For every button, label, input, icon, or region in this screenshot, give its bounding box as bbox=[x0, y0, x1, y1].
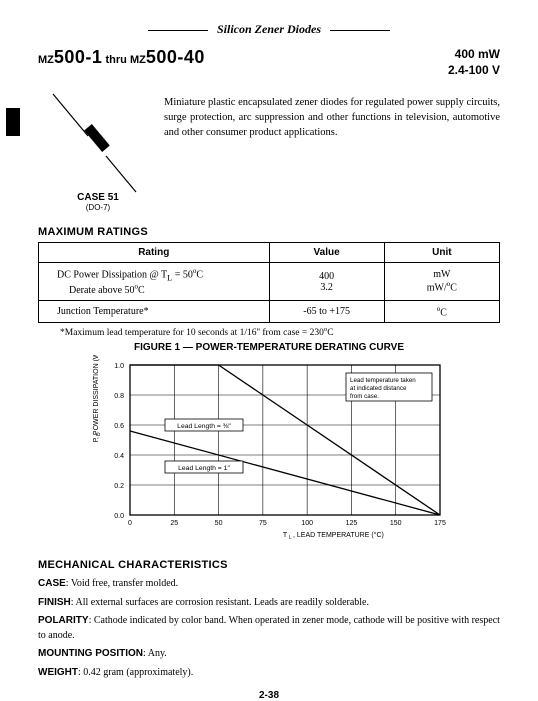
svg-text:T: T bbox=[283, 532, 288, 539]
ratings-footnote: *Maximum lead temperature for 10 seconds… bbox=[38, 326, 500, 338]
case-sublabel: (DO-7) bbox=[38, 203, 158, 212]
mechanical-item: POLARITY: Cathode indicated by color ban… bbox=[38, 614, 500, 643]
svg-text:0.4: 0.4 bbox=[114, 453, 124, 460]
case-outline: CASE 51 (DO-7) bbox=[38, 86, 158, 212]
svg-text:0.6: 0.6 bbox=[114, 423, 124, 430]
svg-text:125: 125 bbox=[346, 520, 358, 527]
mechanical-item: CASE: Void free, transfer molded. bbox=[38, 577, 500, 592]
max-ratings-table: Rating Value Unit DC Power Dissipation @… bbox=[38, 242, 500, 323]
svg-text:, LEAD TEMPERATURE (°C): , LEAD TEMPERATURE (°C) bbox=[293, 531, 384, 539]
header-title: Silicon Zener Diodes bbox=[217, 22, 321, 36]
mechanical-item: MOUNTING POSITION: Any. bbox=[38, 647, 500, 662]
svg-text:at indicated distance: at indicated distance bbox=[350, 385, 407, 392]
table-row: Junction Temperature*-65 to +175oC bbox=[39, 300, 500, 322]
page-number: 2-38 bbox=[38, 690, 500, 701]
derating-chart: 0 25 50 75 100 125 150 175 0.0 0.2 0.4 0.6 0.8 1.0 Lea… bbox=[38, 355, 500, 545]
svg-text:50: 50 bbox=[215, 520, 223, 527]
svg-text:25: 25 bbox=[170, 520, 178, 527]
part-key-specs: 400 mW 2.4-100 V bbox=[448, 47, 500, 78]
svg-text:, POWER DISSIPATION (WATTS): , POWER DISSIPATION (WATTS) bbox=[93, 355, 100, 439]
mechanical-item: FINISH: All external surfaces are corros… bbox=[38, 596, 500, 611]
svg-text:L: L bbox=[289, 535, 292, 541]
case-label: CASE 51 bbox=[38, 192, 158, 203]
svg-text:0.8: 0.8 bbox=[114, 393, 124, 400]
product-description: Miniature plastic encapsulated zener dio… bbox=[158, 86, 500, 212]
svg-text:75: 75 bbox=[259, 520, 267, 527]
svg-text:from case.: from case. bbox=[350, 393, 379, 400]
part-number-row: MZ500-1 thru MZ500-40 400 mW 2.4-100 V bbox=[38, 47, 500, 78]
part-power: 400 mW bbox=[448, 47, 500, 63]
svg-text:0: 0 bbox=[128, 520, 132, 527]
diode-outline-icon bbox=[38, 86, 158, 196]
svg-text:1.0: 1.0 bbox=[114, 363, 124, 370]
svg-text:Lead temperature taken: Lead temperature taken bbox=[350, 377, 416, 384]
table-row: DC Power Dissipation @ TL = 50oCDerate a… bbox=[39, 263, 500, 301]
table-col-unit: Unit bbox=[384, 243, 499, 263]
svg-text:Lead Length = 1": Lead Length = 1" bbox=[178, 465, 230, 472]
svg-text:175: 175 bbox=[434, 520, 446, 527]
table-col-rating: Rating bbox=[39, 243, 270, 263]
mechanical-item: WEIGHT: 0.42 gram (approximately). bbox=[38, 666, 500, 681]
figure-title: FIGURE 1 — POWER-TEMPERATURE DERATING CU… bbox=[38, 342, 500, 353]
section-title-mechanical: MECHANICAL CHARACTERISTICS bbox=[38, 559, 500, 571]
derating-chart-svg: 0 25 50 75 100 125 150 175 0.0 0.2 0.4 0.6 0.8 1.0 Lea… bbox=[84, 355, 454, 545]
svg-text:100: 100 bbox=[301, 520, 313, 527]
svg-text:0.0: 0.0 bbox=[114, 513, 124, 520]
svg-text:Lead Length = ⅜": Lead Length = ⅜" bbox=[177, 423, 231, 430]
part-voltage: 2.4-100 V bbox=[448, 63, 500, 79]
page-product-family-header: Silicon Zener Diodes bbox=[38, 22, 500, 37]
section-title-max-ratings: MAXIMUM RATINGS bbox=[38, 226, 500, 238]
part-number-range: MZ500-1 thru MZ500-40 bbox=[38, 47, 205, 68]
table-col-value: Value bbox=[269, 243, 384, 263]
svg-text:150: 150 bbox=[390, 520, 402, 527]
mechanical-body: CASE: Void free, transfer molded. FINISH:… bbox=[38, 577, 500, 680]
page-edge-tab bbox=[6, 108, 20, 136]
svg-text:0.2: 0.2 bbox=[114, 483, 124, 490]
